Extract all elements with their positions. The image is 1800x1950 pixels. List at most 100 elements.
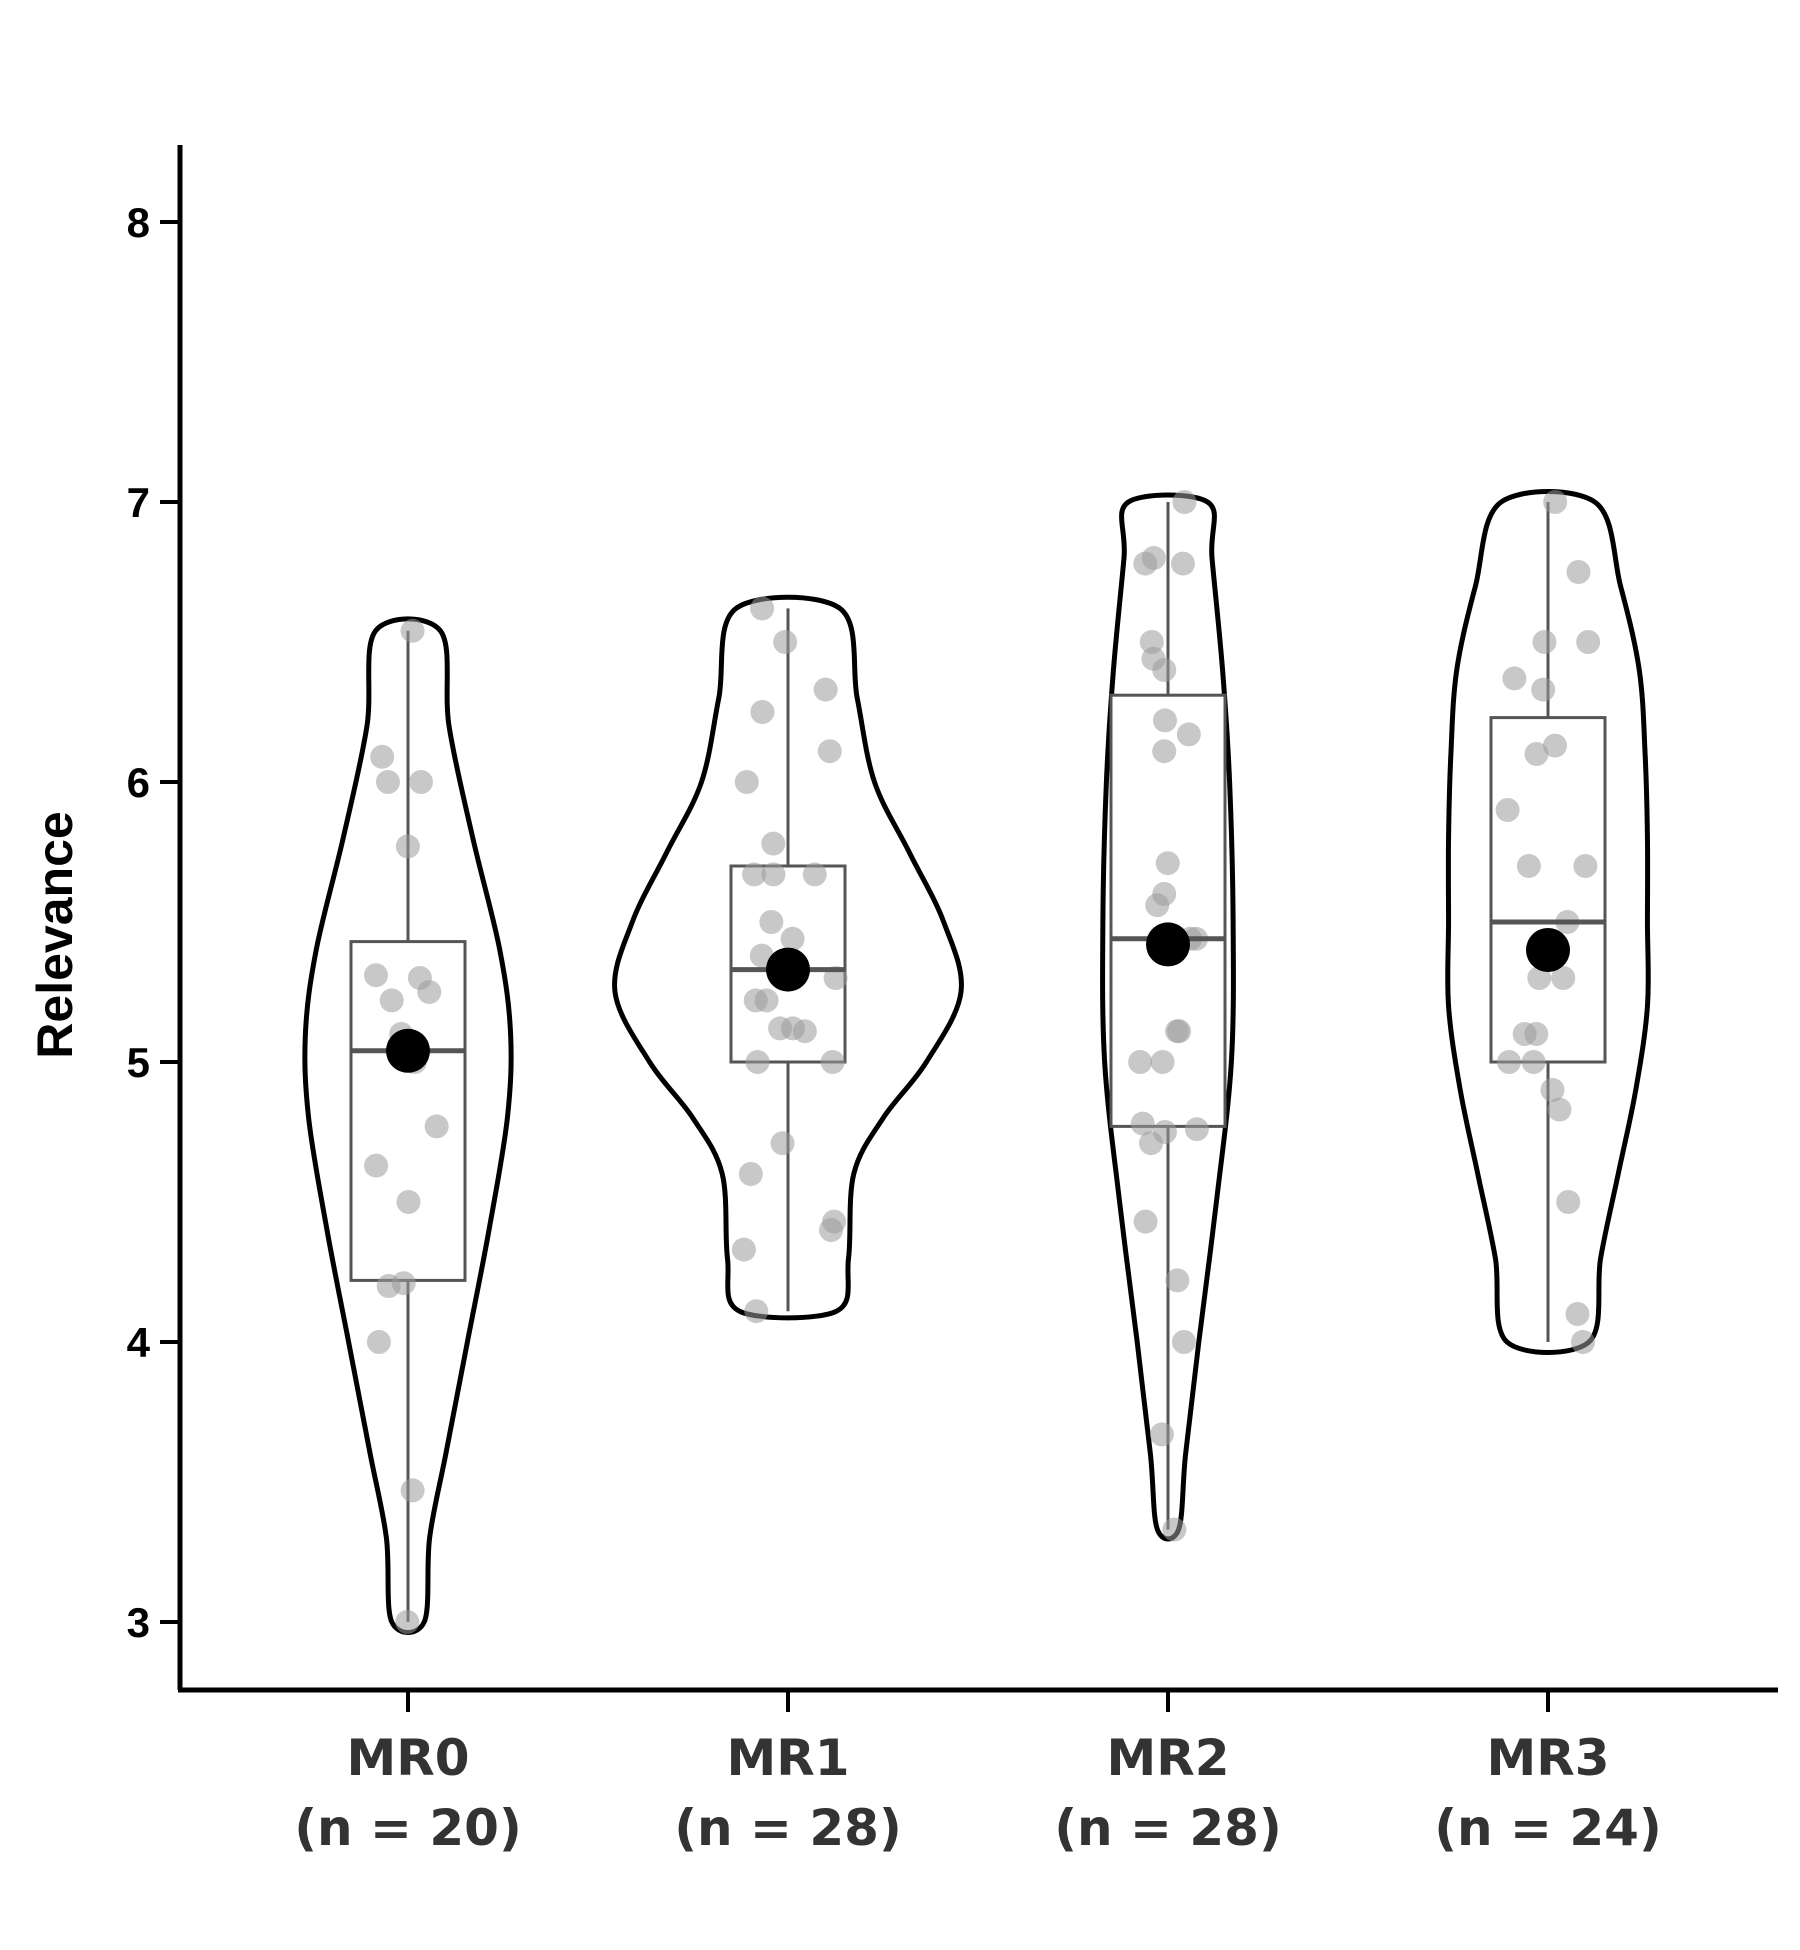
data-point bbox=[1165, 1019, 1190, 1044]
data-point bbox=[375, 770, 400, 794]
data-point bbox=[409, 770, 434, 794]
y-tick-label: 5 bbox=[127, 1039, 150, 1086]
data-point bbox=[1155, 851, 1180, 876]
violin-group-mr1 bbox=[612, 594, 964, 1324]
data-point bbox=[744, 1299, 769, 1324]
data-point bbox=[1139, 630, 1164, 654]
data-point bbox=[773, 630, 798, 654]
data-point bbox=[364, 1153, 389, 1178]
data-point bbox=[1162, 1517, 1187, 1542]
data-point bbox=[813, 677, 838, 702]
data-point bbox=[1516, 854, 1541, 878]
data-point bbox=[1543, 490, 1568, 514]
data-point bbox=[1130, 1111, 1155, 1136]
data-point bbox=[1172, 490, 1197, 514]
data-point bbox=[1150, 1050, 1175, 1074]
axes: 3 4 5 6 7 8 MR0 (n = 20) MR1 (n = 28) MR2 (n = 28) M… bbox=[127, 145, 1778, 1857]
mean-marker bbox=[1526, 928, 1570, 972]
data-point bbox=[1551, 966, 1576, 990]
data-point bbox=[363, 963, 388, 988]
data-point bbox=[792, 1019, 817, 1044]
data-point bbox=[1152, 739, 1177, 764]
data-point bbox=[1573, 854, 1598, 878]
data-point bbox=[1184, 1117, 1209, 1142]
violin-group-mr2 bbox=[1100, 490, 1236, 1542]
data-point bbox=[396, 1190, 421, 1214]
x-sample-size-label: (n = 28) bbox=[674, 1799, 902, 1857]
data-point bbox=[1576, 630, 1601, 654]
data-point bbox=[1497, 1050, 1522, 1074]
data-point bbox=[1532, 630, 1557, 654]
data-point bbox=[400, 1478, 425, 1503]
data-point bbox=[1171, 1330, 1196, 1354]
data-point bbox=[820, 1050, 845, 1074]
x-sample-size-label: (n = 28) bbox=[1054, 1799, 1282, 1857]
data-point bbox=[770, 1131, 795, 1156]
data-point bbox=[1570, 1330, 1595, 1354]
data-point bbox=[391, 1271, 416, 1296]
data-point bbox=[1531, 677, 1556, 702]
data-point bbox=[780, 926, 805, 951]
data-point bbox=[1141, 546, 1166, 570]
data-point bbox=[743, 988, 768, 1013]
y-axis-title: Relevance bbox=[27, 811, 83, 1058]
iqr-box bbox=[349, 940, 467, 1282]
plot-area bbox=[302, 489, 1651, 1635]
x-category-label: MR0 bbox=[346, 1729, 469, 1787]
data-point bbox=[817, 739, 842, 764]
x-category-label: MR2 bbox=[1106, 1729, 1229, 1787]
data-point bbox=[822, 1209, 847, 1234]
y-tick-label: 3 bbox=[127, 1599, 150, 1646]
data-point bbox=[738, 1162, 763, 1186]
data-point bbox=[395, 1610, 420, 1634]
violin-group-mr0 bbox=[302, 616, 514, 1635]
y-tick-label: 8 bbox=[127, 199, 150, 246]
data-point bbox=[750, 700, 775, 724]
data-point bbox=[734, 770, 759, 794]
y-tick-label: 4 bbox=[127, 1319, 151, 1366]
data-point bbox=[1556, 1190, 1581, 1214]
x-sample-size-label: (n = 20) bbox=[294, 1799, 522, 1857]
data-point bbox=[1547, 1097, 1572, 1122]
data-point bbox=[1133, 1209, 1158, 1234]
data-point bbox=[1566, 560, 1591, 584]
data-point bbox=[1524, 742, 1549, 766]
mean-marker bbox=[766, 947, 810, 992]
data-point bbox=[1521, 1050, 1546, 1074]
data-point bbox=[1512, 1022, 1537, 1046]
mean-marker bbox=[386, 1028, 430, 1073]
data-point bbox=[1495, 798, 1520, 822]
violin-group-mr3 bbox=[1445, 489, 1651, 1355]
data-point bbox=[395, 834, 420, 859]
data-point bbox=[731, 1237, 756, 1262]
data-point bbox=[761, 862, 786, 887]
data-point bbox=[370, 744, 395, 769]
x-sample-size-label: (n = 24) bbox=[1434, 1799, 1662, 1857]
y-tick-label: 7 bbox=[127, 479, 150, 526]
data-point bbox=[750, 596, 775, 621]
data-point bbox=[1152, 1120, 1177, 1144]
data-point bbox=[424, 1114, 449, 1139]
data-point bbox=[1170, 551, 1195, 576]
data-point bbox=[1543, 733, 1568, 758]
data-point bbox=[1502, 666, 1527, 691]
data-point bbox=[759, 910, 784, 934]
data-point bbox=[1128, 1050, 1153, 1074]
data-point bbox=[1152, 882, 1177, 906]
data-point bbox=[407, 966, 432, 990]
iqr-box bbox=[1489, 716, 1607, 1064]
data-point bbox=[761, 831, 786, 856]
data-point bbox=[400, 618, 425, 643]
data-point bbox=[1565, 1302, 1590, 1326]
data-point bbox=[1165, 1268, 1190, 1293]
data-point bbox=[745, 1050, 770, 1074]
data-point bbox=[1152, 708, 1177, 733]
data-point bbox=[1540, 1078, 1565, 1102]
x-category-label: MR3 bbox=[1486, 1729, 1609, 1787]
data-point bbox=[379, 988, 404, 1013]
data-point bbox=[366, 1330, 391, 1354]
data-point bbox=[1149, 1422, 1174, 1447]
data-point bbox=[742, 862, 767, 887]
mean-marker bbox=[1146, 922, 1190, 967]
